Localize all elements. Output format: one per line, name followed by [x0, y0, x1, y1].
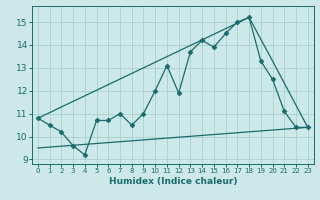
X-axis label: Humidex (Indice chaleur): Humidex (Indice chaleur) — [108, 177, 237, 186]
